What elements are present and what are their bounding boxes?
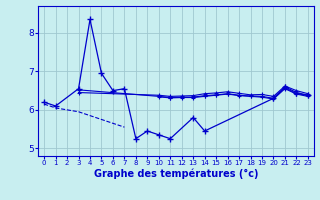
X-axis label: Graphe des températures (°c): Graphe des températures (°c) (94, 169, 258, 179)
